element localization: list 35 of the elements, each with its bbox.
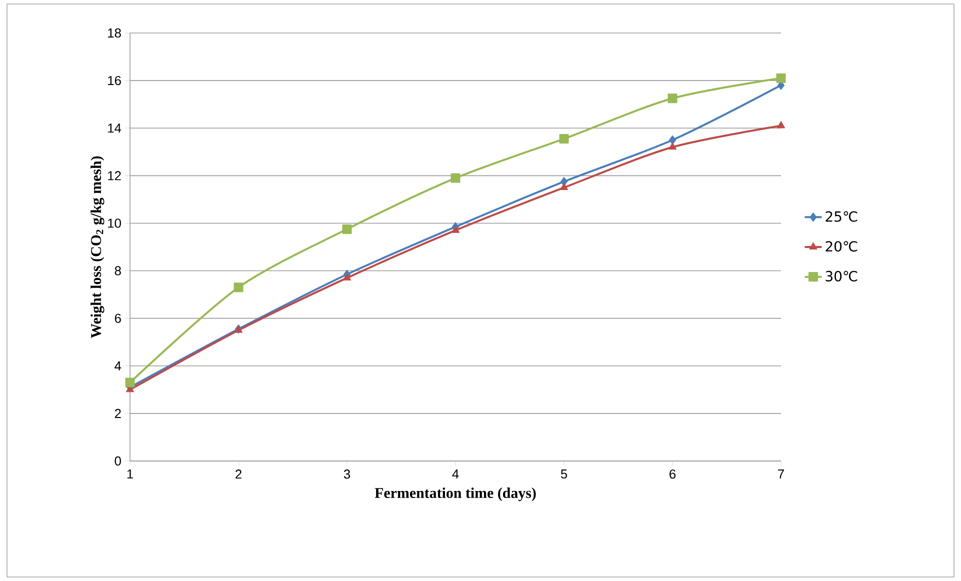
legend-label: 30℃ [826,270,858,282]
y-tick-label: 18 [108,28,121,38]
point [559,134,569,144]
point [125,378,135,388]
x-tick-label: 6 [670,470,676,479]
point [560,182,568,190]
y-tick-label: 4 [114,361,122,370]
x-tick-label: 3 [344,470,350,479]
y-tick-label: 0 [114,456,121,466]
point [451,226,460,233]
y-tick-label: 10 [108,218,121,228]
y-tick-label: 8 [114,266,121,276]
y-tick-label: 2 [114,408,121,418]
point [668,135,676,145]
point [342,224,352,234]
point [776,73,786,83]
point [342,273,352,280]
point [668,94,678,104]
y-tick-label: 14 [108,124,122,133]
point [776,120,786,128]
y-tick-label: 16 [108,76,121,86]
x-tick-label: 5 [560,470,568,479]
legend-label: 20℃ [826,241,858,252]
y-axis-title: Weight loss (CO$_{2}$ g/kg mesh) [90,156,104,338]
x-tick-label: 4 [452,470,459,478]
y-tick-label: 6 [114,314,121,323]
x-tick-label: 2 [236,470,242,479]
point [450,173,460,183]
y-tick-label: 12 [108,171,121,180]
x-axis-title: Fermentation time (days) [374,488,536,502]
point [668,142,677,150]
x-tick-label: 7 [778,470,784,478]
point [234,282,244,292]
x-tick-label: 1 [127,470,133,478]
legend-label: 25℃ [826,211,858,222]
